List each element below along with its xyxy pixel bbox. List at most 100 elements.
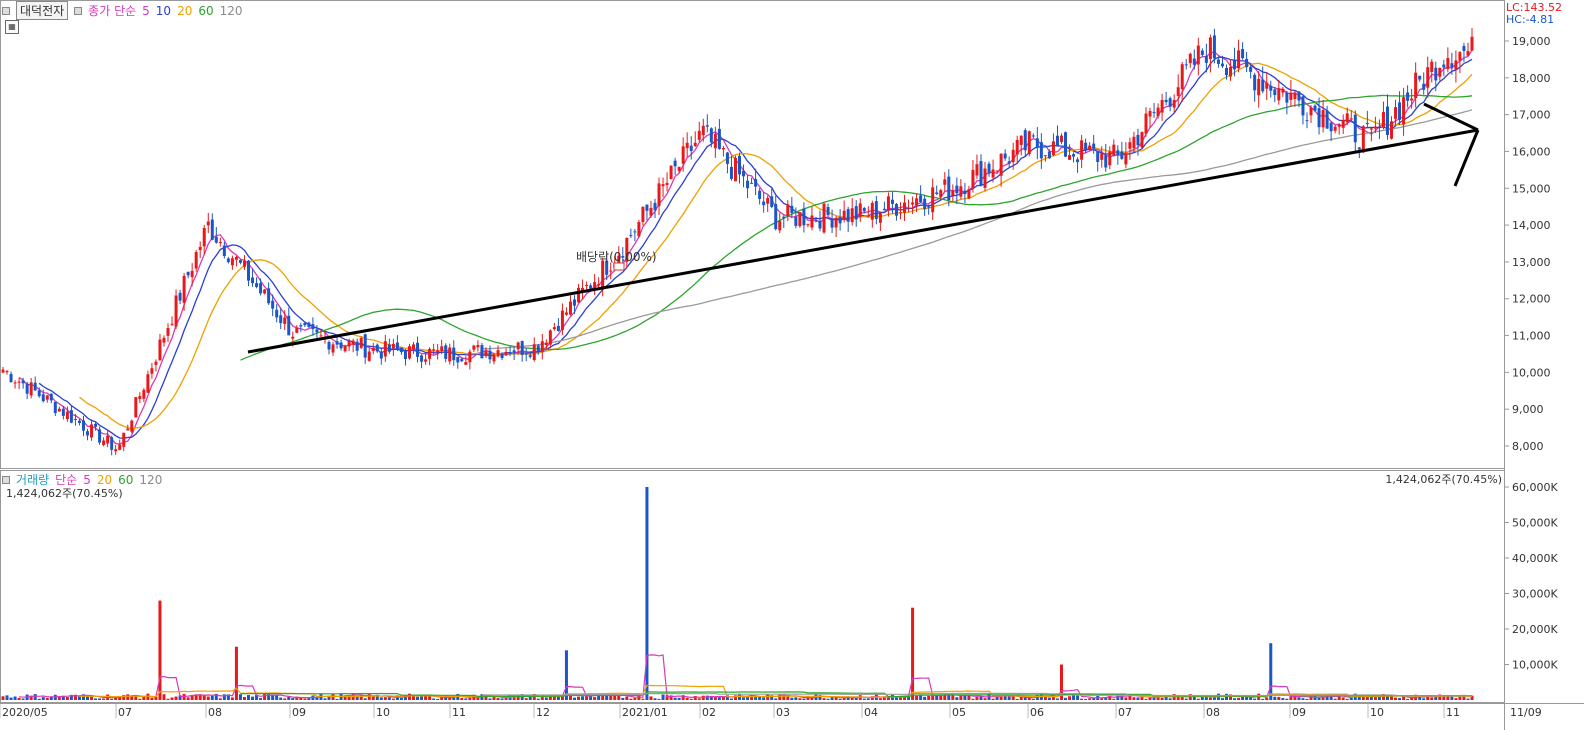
volume-bar: [1051, 696, 1055, 700]
volume-bar: [1309, 695, 1313, 700]
candle-body: [911, 202, 915, 205]
vol-ma5-label: 5: [83, 472, 91, 487]
volume-current-left: 1,424,062주(70.45%): [6, 487, 123, 500]
volume-menu-icon[interactable]: [2, 475, 10, 484]
volume-bar: [1184, 698, 1188, 700]
arrow-head-lower[interactable]: [1453, 129, 1480, 187]
candle-body: [540, 341, 544, 353]
volume-bar: [1470, 695, 1474, 700]
volume-bar: [1390, 694, 1394, 700]
candle-body: [1224, 67, 1228, 76]
candle-body: [315, 329, 319, 333]
candle-body: [995, 170, 999, 172]
candle-body: [102, 440, 106, 446]
candle-body: [738, 155, 742, 175]
candle-body: [1003, 153, 1007, 159]
price-tick-label: 18,000: [1512, 72, 1551, 85]
panel-menu-icon[interactable]: [2, 6, 10, 15]
candle-body: [476, 345, 480, 348]
candle-body: [1261, 79, 1265, 92]
candle-body: [665, 182, 669, 185]
volume-bar: [673, 697, 677, 700]
candle-body: [524, 353, 528, 355]
candle-body: [1059, 135, 1063, 143]
candle-body: [601, 260, 605, 289]
trendline[interactable]: [247, 128, 1479, 354]
volume-bar: [1148, 696, 1152, 700]
candle-body: [391, 343, 395, 349]
volume-bar: [1422, 698, 1426, 700]
volume-bar: [564, 650, 568, 700]
volume-bar: [1394, 697, 1398, 700]
candle-body: [516, 342, 520, 350]
volume-bar: [391, 698, 395, 700]
candle-body: [1377, 126, 1381, 128]
candle-body: [472, 345, 476, 350]
candle-body: [263, 289, 267, 294]
candle-body: [657, 183, 661, 207]
candle-body: [1023, 130, 1027, 151]
candle-body: [291, 336, 295, 339]
volume-bar: [951, 694, 955, 700]
candle-body: [279, 315, 283, 324]
volume-bar: [1281, 698, 1285, 700]
volume-bar: [810, 697, 814, 700]
volume-bar: [247, 695, 251, 700]
candle-body: [222, 245, 226, 257]
candle-body: [484, 351, 488, 357]
volume-bar: [1047, 697, 1051, 700]
candle-body: [1289, 92, 1293, 100]
candle-body: [138, 396, 142, 399]
candle-body: [1104, 155, 1108, 168]
volume-tick-label: 30,000K: [1512, 588, 1558, 601]
volume-bar: [98, 698, 102, 700]
volume-bar: [1293, 694, 1297, 700]
volume-bar: [9, 697, 13, 700]
candle-body: [822, 203, 826, 233]
candle-body: [1269, 85, 1273, 91]
volume-bar: [641, 698, 645, 700]
candle-body: [1265, 82, 1269, 89]
volume-bar: [218, 698, 222, 700]
candle-body: [218, 242, 222, 244]
candle-body: [931, 187, 935, 213]
candle-body: [573, 299, 577, 306]
volume-bar: [190, 694, 194, 700]
table-icon[interactable]: ▦: [5, 20, 19, 34]
volume-bar: [452, 697, 456, 700]
price-tick-label: 16,000: [1512, 145, 1551, 158]
arrow-head-upper[interactable]: [1423, 102, 1479, 132]
volume-bar: [1297, 697, 1301, 700]
volume-bar: [1337, 694, 1341, 700]
candle-body: [709, 128, 713, 143]
date-tick-label: 2021/01: [622, 706, 668, 719]
candle-body: [939, 190, 943, 198]
volume-bar: [1265, 697, 1269, 700]
candle-body: [1454, 60, 1458, 70]
candle-body: [182, 275, 186, 303]
candle-body: [1116, 150, 1120, 156]
candle-body: [717, 128, 721, 149]
candle-body: [528, 355, 532, 357]
volume-bar: [178, 695, 182, 700]
candle-body: [1080, 140, 1084, 160]
candle-body: [1212, 35, 1216, 59]
candle-body: [347, 340, 351, 347]
volume-bar: [601, 694, 605, 700]
candle-body: [73, 418, 77, 420]
stock-name[interactable]: 대덕전자: [16, 1, 69, 20]
volume-bar: [665, 695, 669, 700]
ma-menu-icon[interactable]: [74, 6, 83, 15]
volume-bar: [878, 698, 882, 700]
volume-bar: [291, 698, 295, 700]
date-tick-label: 06: [1030, 706, 1044, 719]
candle-body: [1430, 61, 1434, 72]
volume-bar: [713, 697, 717, 700]
candle-body: [162, 337, 166, 343]
volume-bar: [1088, 698, 1092, 700]
volume-bar: [1208, 697, 1212, 700]
volume-bar: [935, 694, 939, 700]
volume-bar: [416, 696, 420, 700]
candle-body: [504, 352, 508, 355]
candle-body: [53, 401, 57, 413]
